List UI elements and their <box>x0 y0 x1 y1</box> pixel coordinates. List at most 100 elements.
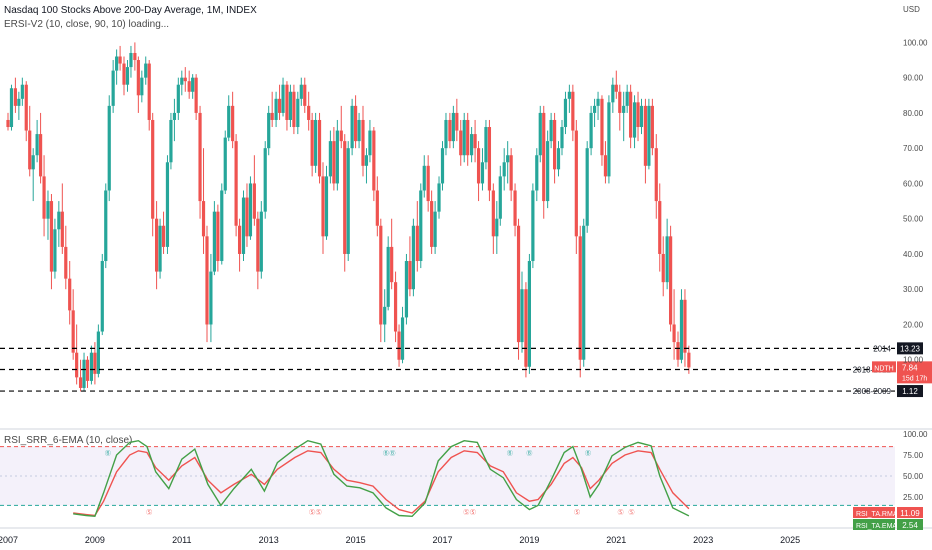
candle-body <box>183 77 187 82</box>
candle-body <box>38 134 43 177</box>
candle-body <box>603 155 608 177</box>
candle-body <box>368 130 372 156</box>
candle-body <box>400 317 405 360</box>
y-tick-label: 50.00 <box>903 215 924 224</box>
candle-body <box>176 84 180 113</box>
candle-body <box>118 56 122 64</box>
candle-body <box>263 148 267 212</box>
candle-body <box>437 183 441 212</box>
candle-body <box>531 190 535 262</box>
candle-body <box>259 211 263 272</box>
candle-body <box>57 211 61 230</box>
candle-body <box>607 102 611 177</box>
candle-body <box>245 197 249 237</box>
candle-body <box>151 119 155 219</box>
sell-marker: Ⓢ <box>628 508 634 516</box>
candle-body <box>172 112 177 120</box>
candle-body <box>31 155 35 170</box>
candle-body <box>125 67 130 85</box>
candle-body <box>303 84 307 106</box>
candle-body <box>658 201 662 254</box>
candle-body <box>470 134 474 156</box>
candle-body <box>654 148 658 202</box>
candle-body <box>111 70 115 106</box>
candle-body <box>433 211 437 247</box>
candle-body <box>383 306 387 325</box>
candle-body <box>361 119 365 166</box>
candle-body <box>198 112 202 202</box>
candle-body <box>161 225 166 247</box>
indicator-status: ERSI-V2 (10, close, 90, 10) loading... <box>4 19 170 30</box>
candle-body <box>133 52 137 61</box>
candle-body <box>314 119 318 166</box>
candle-body <box>444 119 448 149</box>
candle-body <box>231 105 235 142</box>
candle-body <box>75 352 79 378</box>
y-tick-label: 70.00 <box>903 144 924 153</box>
candle-body <box>13 88 17 106</box>
y-tick-label: 30.00 <box>903 285 924 294</box>
candle-body <box>154 218 159 272</box>
candle-body <box>375 190 379 226</box>
candle-body <box>502 162 506 177</box>
candle-body <box>520 289 524 343</box>
candle-body <box>169 119 173 163</box>
horizontal-levels: 201413.232018-20227.242008-20091.12NDTH7… <box>0 342 932 398</box>
symbol-tag-bg <box>872 361 896 373</box>
level-label: 2014 <box>873 344 891 353</box>
candle-body <box>107 105 111 191</box>
candle-body <box>96 331 100 374</box>
candle-body <box>42 176 46 219</box>
candle-body <box>553 119 557 170</box>
candle-body <box>390 246 394 283</box>
candle-body <box>144 63 148 78</box>
candle-body <box>419 190 423 262</box>
candle-body <box>687 352 691 368</box>
y-tick-label: 10.00 <box>903 356 924 365</box>
candle-body <box>343 141 347 254</box>
candle-body <box>147 63 151 120</box>
candle-body <box>567 91 571 99</box>
candle-body <box>386 246 390 307</box>
candle-body <box>650 105 654 149</box>
rsi-y-tick-label: 50.00 <box>903 472 924 481</box>
candle-body <box>629 91 633 138</box>
candle-body <box>71 310 75 353</box>
x-tick-label: 2025 <box>780 535 800 545</box>
candle-body <box>6 119 10 128</box>
candle-body <box>60 211 64 247</box>
candle-body <box>589 112 593 149</box>
candle-body <box>209 271 213 325</box>
candle-body <box>397 331 401 360</box>
candle-body <box>357 119 361 142</box>
candle-body <box>592 105 597 113</box>
candle-body <box>317 119 322 177</box>
candle-body <box>252 183 256 219</box>
candle-body <box>622 105 626 113</box>
axes: USD 10.00 20.00 30.00 40.00 50.00 60.00 70.00 80… <box>0 5 928 545</box>
candle-body <box>332 141 336 184</box>
candle-body <box>672 324 676 343</box>
rsi-y-tick-label: 25.00 <box>903 493 924 502</box>
candle-body <box>411 225 415 290</box>
candle-body <box>104 190 108 262</box>
candle-body <box>473 134 477 149</box>
candle-body <box>498 176 502 219</box>
candle-body <box>683 299 687 353</box>
candle-body <box>462 119 466 156</box>
candle-body <box>563 98 568 128</box>
candle-body <box>614 84 618 92</box>
rsi-series-value: 11.09 <box>900 509 920 518</box>
x-tick-label: 2007 <box>0 535 18 545</box>
candle-body <box>256 218 260 272</box>
sell-marker: Ⓢ <box>309 508 315 516</box>
x-tick-label: 2015 <box>346 535 366 545</box>
candle-body <box>223 137 227 191</box>
candle-body <box>415 225 419 262</box>
candle-body <box>495 218 499 237</box>
candle-body <box>346 148 350 254</box>
candle-body <box>393 282 398 332</box>
candle-body <box>53 229 57 272</box>
candle-body <box>354 105 358 142</box>
